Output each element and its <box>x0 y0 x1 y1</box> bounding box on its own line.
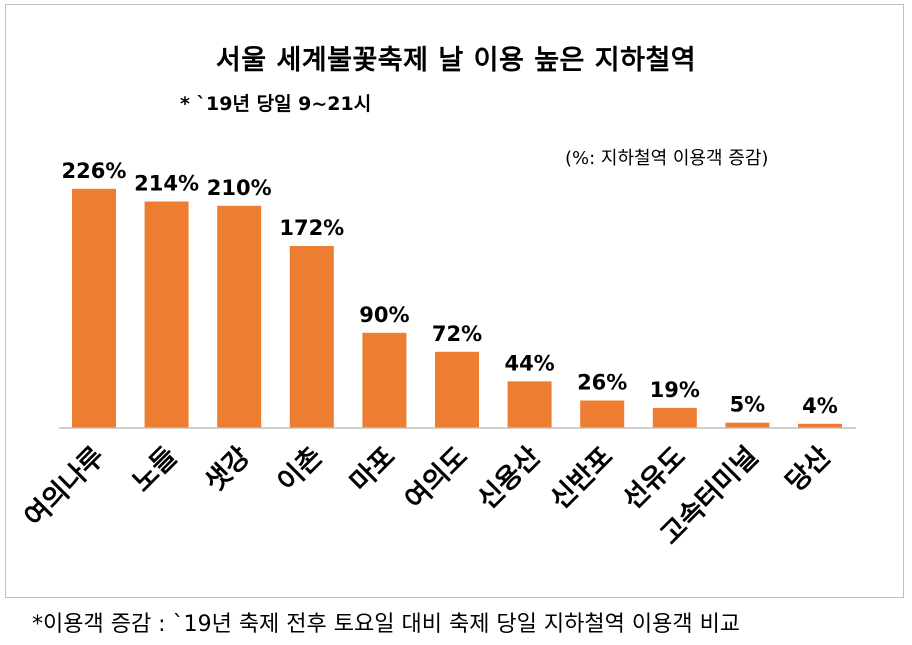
bar-1 <box>144 201 189 428</box>
category-label-10: 당산 <box>780 441 837 498</box>
category-label-5: 여의도 <box>399 441 474 516</box>
bar-2 <box>217 205 262 429</box>
value-label-2: 210% <box>207 176 272 200</box>
bar-8 <box>652 407 697 428</box>
category-label-2: 샛강 <box>199 441 256 498</box>
bar-7 <box>580 400 625 428</box>
value-label-6: 44% <box>504 351 554 375</box>
category-label-1: 노들 <box>126 441 183 498</box>
value-labels-group: 226% 214% 210% 172% 90% 72% 44% 26% 19% 5% 4% <box>62 159 838 418</box>
value-label-0: 226% <box>62 159 127 183</box>
bar-5 <box>435 351 479 428</box>
bars-group <box>72 188 842 429</box>
bar-4 <box>362 332 407 429</box>
value-label-9: 5% <box>730 393 766 417</box>
bar-0 <box>72 188 116 428</box>
value-label-3: 172% <box>279 216 344 240</box>
bar-10 <box>798 423 842 428</box>
category-label-6: 신용산 <box>472 441 547 516</box>
category-label-7: 신반포 <box>545 441 620 516</box>
bar-3 <box>289 246 334 428</box>
chart-title: 서울 세계불꽃축제 날 이용 높은 지하철역 <box>215 45 697 76</box>
value-label-4: 90% <box>359 303 409 327</box>
chart-subtitle: * `19년 당일 9~21시 <box>180 93 372 115</box>
unit-note: (%: 지하철역 이용객 증감) <box>565 148 769 169</box>
value-label-1: 214% <box>134 172 199 196</box>
category-label-0: 여의나루 <box>19 441 111 533</box>
value-label-8: 19% <box>650 378 700 402</box>
value-label-7: 26% <box>577 371 627 395</box>
bar-6 <box>507 381 552 428</box>
category-label-3: 이촌 <box>272 441 329 498</box>
footnote: *이용객 증감 : `19년 축제 전후 토요일 대비 축제 당일 지하철역 이… <box>32 612 741 637</box>
value-label-5: 72% <box>432 322 482 346</box>
bar-9 <box>725 422 770 428</box>
bar-chart: 226% 214% 210% 172% 90% 72% 44% 26% 19% 5% 4% 여의나루… <box>19 159 856 551</box>
category-label-4: 마포 <box>344 441 401 498</box>
value-label-10: 4% <box>802 394 838 418</box>
